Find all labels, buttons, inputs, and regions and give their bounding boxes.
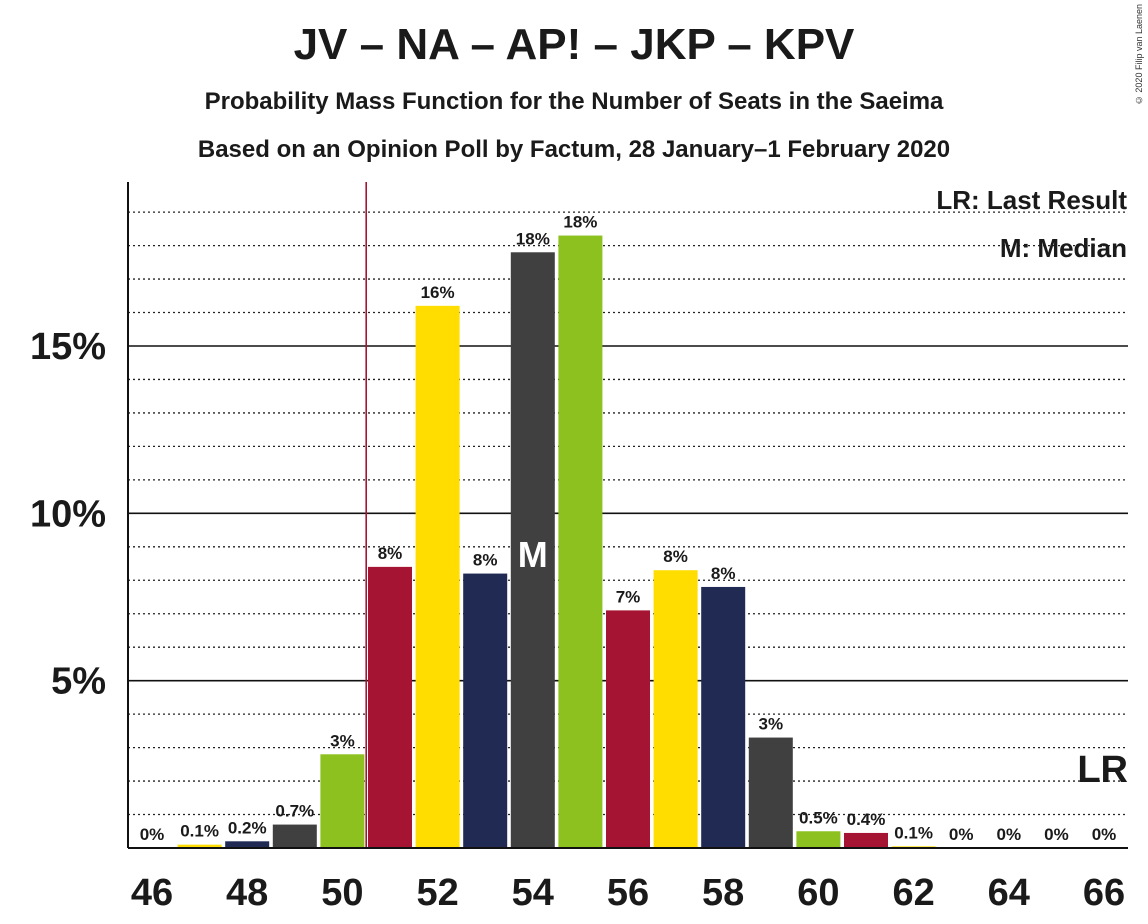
chart-subtitle: Probability Mass Function for the Number… bbox=[204, 88, 944, 115]
bar bbox=[368, 566, 412, 848]
data-label: 0% bbox=[949, 825, 974, 844]
data-label: 16% bbox=[421, 283, 455, 302]
data-label: 8% bbox=[663, 547, 688, 566]
data-label: 3% bbox=[759, 715, 784, 734]
data-label: 0.4% bbox=[847, 810, 886, 829]
x-tick-label: 58 bbox=[702, 872, 744, 914]
bar bbox=[558, 235, 603, 849]
data-label: 18% bbox=[516, 229, 550, 248]
bar bbox=[748, 737, 793, 848]
data-label: 0% bbox=[997, 825, 1022, 844]
last-result-marker: LR bbox=[1077, 749, 1128, 791]
y-tick-label: 5% bbox=[51, 661, 106, 703]
data-label: 0.2% bbox=[228, 818, 267, 837]
data-label: 0% bbox=[140, 825, 165, 844]
x-tick-label: 62 bbox=[892, 872, 934, 914]
data-label: 3% bbox=[330, 731, 355, 750]
x-tick-label: 60 bbox=[797, 872, 839, 914]
x-tick-label: 56 bbox=[607, 872, 649, 914]
bar bbox=[320, 754, 365, 848]
data-label: 18% bbox=[563, 213, 597, 232]
bar bbox=[701, 586, 746, 848]
data-label: 8% bbox=[473, 551, 498, 570]
bar bbox=[653, 570, 698, 848]
data-label: 0% bbox=[1092, 825, 1117, 844]
x-tick-label: 52 bbox=[416, 872, 458, 914]
data-label: 7% bbox=[616, 587, 641, 606]
chart-title: JV – NA – AP! – JKP – KPV bbox=[293, 20, 855, 69]
bar bbox=[272, 824, 317, 848]
x-tick-label: 48 bbox=[226, 872, 268, 914]
legend-median: M: Median bbox=[1000, 233, 1127, 263]
x-tick-label: 54 bbox=[512, 872, 554, 914]
data-label: 8% bbox=[711, 564, 736, 583]
bar bbox=[844, 832, 888, 848]
y-tick-label: 15% bbox=[30, 326, 106, 368]
data-label: 0.1% bbox=[894, 823, 933, 842]
x-tick-label: 50 bbox=[321, 872, 363, 914]
x-tick-label: 64 bbox=[988, 872, 1030, 914]
bar bbox=[796, 831, 841, 848]
y-tick-label: 10% bbox=[30, 493, 106, 535]
data-label: 0% bbox=[1044, 825, 1069, 844]
x-tick-label: 46 bbox=[131, 872, 173, 914]
data-label: 0.1% bbox=[180, 822, 219, 841]
chart-subtitle-poll: Based on an Opinion Poll by Factum, 28 J… bbox=[197, 136, 951, 163]
x-tick-label: 66 bbox=[1083, 872, 1125, 914]
legend-last-result: LR: Last Result bbox=[936, 185, 1127, 215]
bar bbox=[177, 844, 222, 848]
median-marker: M bbox=[518, 534, 548, 575]
bar bbox=[606, 610, 650, 848]
bar bbox=[510, 252, 555, 849]
data-label: 0.5% bbox=[799, 808, 838, 827]
bar bbox=[225, 841, 270, 848]
bar bbox=[415, 305, 460, 849]
data-label: 0.7% bbox=[275, 802, 314, 821]
data-label: 8% bbox=[378, 544, 403, 563]
bar bbox=[463, 573, 508, 848]
